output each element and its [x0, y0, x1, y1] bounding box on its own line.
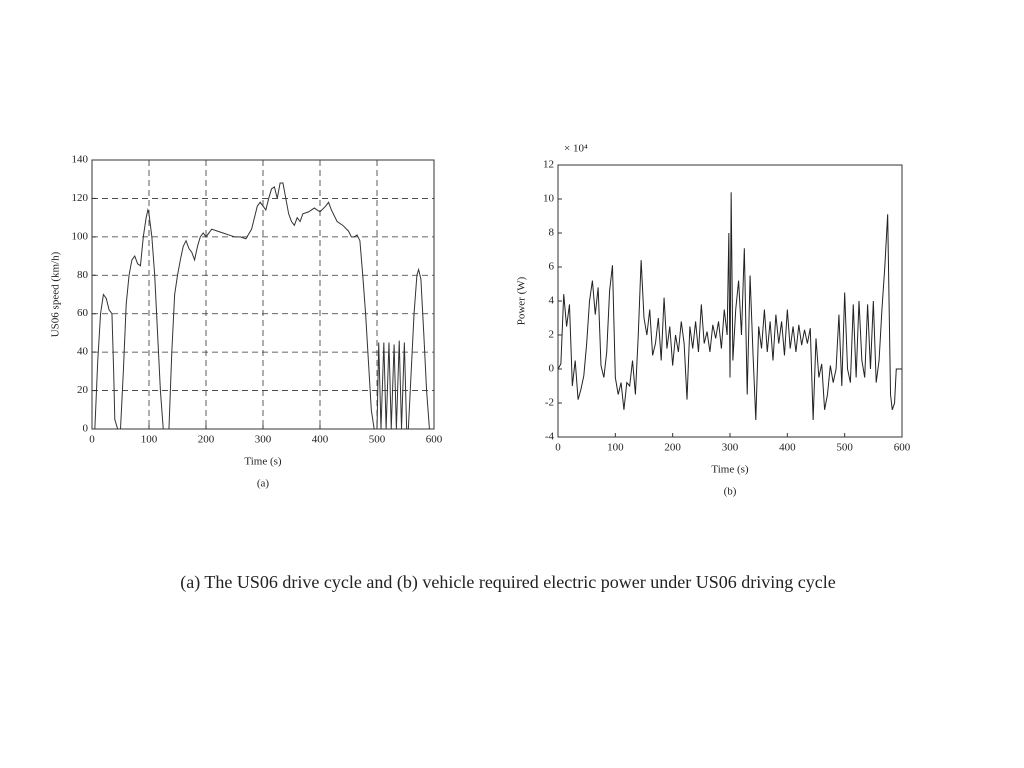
y-tick-label: 20 [77, 384, 89, 396]
y-tick-label: 0 [83, 423, 89, 435]
panel-label: (a) [257, 478, 270, 490]
y-tick-label: 140 [72, 154, 89, 166]
y-axis-label: US06 speed (km/h) [50, 251, 62, 337]
y-tick-label: 4 [549, 295, 555, 307]
y-tick-label: 12 [543, 159, 554, 171]
x-tick-label: 100 [607, 442, 624, 454]
y-tick-label: 0 [549, 363, 555, 375]
y-tick-label: -2 [545, 397, 554, 409]
y-tick-label: 80 [77, 269, 89, 281]
x-tick-label: 600 [894, 442, 911, 454]
x-axis-label: Time (s) [711, 464, 749, 476]
y-tick-label: 100 [72, 230, 89, 242]
y-tick-label: 60 [77, 307, 89, 319]
x-axis-label: Time (s) [244, 456, 282, 468]
y-tick-label: 120 [72, 192, 89, 204]
data-line [92, 182, 434, 430]
x-tick-label: 600 [426, 434, 443, 446]
x-tick-label: 300 [255, 434, 272, 446]
y-tick-label: 6 [549, 261, 555, 273]
x-tick-label: 500 [369, 434, 386, 446]
x-tick-label: 300 [722, 442, 739, 454]
plot-frame [557, 164, 903, 438]
y-tick-label: -4 [545, 431, 555, 443]
x-tick-label: 200 [664, 442, 681, 454]
x-tick-label: 0 [89, 434, 95, 446]
plot-frame [91, 159, 435, 430]
x-tick-label: 200 [198, 434, 215, 446]
y-axis-label: Power (W) [516, 276, 528, 325]
x-tick-label: 0 [555, 442, 561, 454]
axis-multiplier: × 10⁴ [564, 143, 588, 155]
y-tick-label: 40 [77, 346, 89, 358]
caption: (a) The US06 drive cycle and (b) vehicle… [180, 572, 835, 593]
x-tick-label: 400 [779, 442, 796, 454]
panel-label: (b) [724, 486, 737, 498]
y-tick-label: 8 [549, 227, 555, 239]
x-tick-label: 500 [836, 442, 853, 454]
x-tick-label: 100 [141, 434, 158, 446]
x-tick-label: 400 [312, 434, 329, 446]
y-tick-label: 10 [543, 193, 555, 205]
data-line [557, 192, 902, 421]
y-tick-label: 2 [549, 329, 555, 341]
